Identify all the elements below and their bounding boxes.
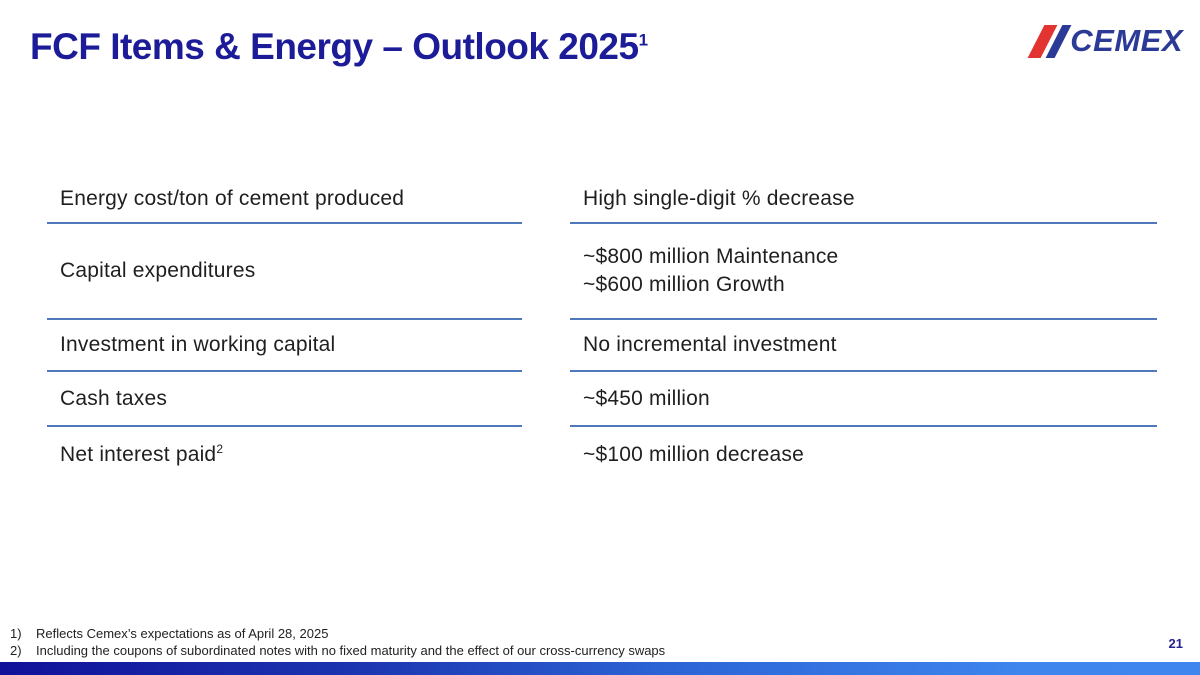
row-label: Net interest paid2 xyxy=(60,441,224,466)
table-row: Cash taxes ~$450 million xyxy=(47,372,1157,427)
row-label: Energy cost/ton of cement produced xyxy=(47,175,522,224)
table-row: Net interest paid2 ~$100 million decrease xyxy=(47,427,1157,482)
page-title: FCF Items & Energy – Outlook 20251 xyxy=(30,26,648,68)
cemex-logo-slashes-icon xyxy=(1027,24,1072,58)
row-value: ~$800 million Maintenance ~$600 million G… xyxy=(570,224,1157,320)
table-row: Investment in working capital No incremen… xyxy=(47,320,1157,372)
row-label: Investment in working capital xyxy=(47,320,522,372)
footnote-text: Reflects Cemex’s expectations as of Apri… xyxy=(36,626,329,641)
cemex-wordmark: CEMEX xyxy=(1070,23,1183,58)
cemex-logo: CEMEX xyxy=(1027,22,1183,60)
footnote: 1) Reflects Cemex’s expectations as of Ap… xyxy=(10,625,665,642)
table-row: Capital expenditures ~$800 million Mainte… xyxy=(47,224,1157,320)
table-row: Energy cost/ton of cement produced High s… xyxy=(47,175,1157,224)
footnote-number: 2) xyxy=(10,643,22,658)
page-title-footnote-ref: 1 xyxy=(638,30,648,50)
page-number: 21 xyxy=(1168,636,1183,651)
footnote-number: 1) xyxy=(10,626,22,641)
row-value: No incremental investment xyxy=(570,320,1157,372)
bottom-accent-bar xyxy=(0,662,1200,675)
footnote-text: Including the coupons of subordinated no… xyxy=(36,643,666,658)
row-value: ~$100 million decrease xyxy=(583,442,804,466)
outlook-table: Energy cost/ton of cement produced High s… xyxy=(47,175,1157,482)
label-footnote-ref: 2 xyxy=(216,441,224,456)
row-label: Cash taxes xyxy=(47,372,522,427)
page-title-text: FCF Items & Energy – Outlook 2025 xyxy=(30,26,639,67)
column-gap xyxy=(522,372,570,427)
column-gap xyxy=(522,175,570,224)
footnote: 2) Including the coupons of subordinated … xyxy=(10,642,665,659)
column-gap xyxy=(522,427,570,482)
row-value: High single-digit % decrease xyxy=(570,175,1157,224)
column-gap xyxy=(522,320,570,372)
column-gap xyxy=(522,224,570,320)
row-value: ~$450 million xyxy=(570,372,1157,427)
row-label: Capital expenditures xyxy=(47,224,522,320)
footnotes: 1) Reflects Cemex’s expectations as of Ap… xyxy=(10,625,665,659)
